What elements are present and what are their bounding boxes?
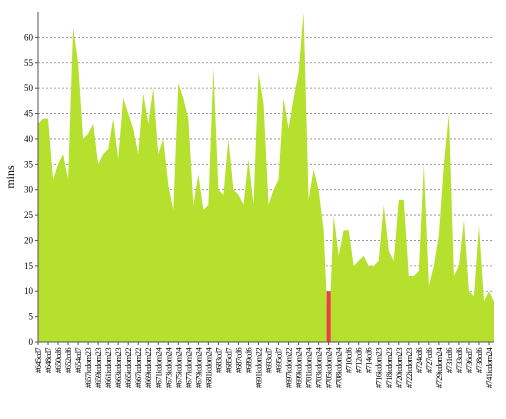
y-tick-label: 55 (24, 58, 34, 68)
x-tick-label: #693cd7 (264, 348, 274, 373)
area (326, 291, 331, 342)
x-tick-label: #738cd6 (474, 348, 484, 373)
x-tick-label: #681icdom24 (203, 347, 213, 388)
x-tick-label: #736cd7 (464, 348, 474, 373)
y-tick-label: 45 (24, 109, 34, 119)
x-tick-label: #708icdom24 (334, 347, 344, 388)
x-tick-label: #722icdom23 (404, 348, 414, 388)
x-tick-label: #669icdom22 (143, 348, 153, 388)
x-tick-label: #714cd6 (364, 348, 374, 373)
y-axis-label: mins (3, 165, 17, 189)
x-tick-label: #716icdom23 (374, 348, 384, 388)
x-tick-label: #691icdom22 (253, 348, 263, 388)
x-tick-label: #683cd7 (213, 348, 223, 373)
y-tick-label: 0 (29, 337, 34, 347)
x-tick-label: #710cd6 (344, 348, 354, 373)
y-tick-label: 30 (24, 185, 34, 195)
y-tick-label: 5 (29, 312, 34, 322)
y-tick-label: 50 (24, 83, 34, 93)
x-tick-label: #659icdom23 (93, 348, 103, 388)
y-tick-label: 25 (24, 210, 34, 220)
y-tick-label: 10 (24, 286, 34, 296)
y-tick-label: 60 (24, 32, 34, 42)
y-tick-label: 35 (24, 159, 34, 169)
x-tick-label: #720icdom23 (394, 348, 404, 388)
x-tick-label: #657icdom23 (83, 348, 93, 388)
x-tick-label: #677icdom24 (183, 347, 193, 388)
x-tick-label: #673icdom24 (163, 347, 173, 388)
x-tick-label: #718icdom23 (384, 348, 394, 388)
x-tick-label: #712cd6 (354, 348, 364, 373)
y-tick-label: 20 (24, 235, 34, 245)
y-tick-label: 40 (24, 134, 34, 144)
x-tick-label: #675icdom24 (173, 347, 183, 388)
x-tick-label: #650cd6 (53, 348, 63, 373)
y-tick-label: 15 (24, 261, 34, 271)
x-tick-label: #703icdom24 (314, 347, 324, 388)
x-tick-label: #645cd7 (33, 348, 43, 373)
x-tick-label: #654cd7 (73, 348, 83, 373)
x-tick-label: #705icdom24 (324, 347, 334, 388)
x-tick-label: #727cd6 (424, 348, 434, 373)
x-tick-label: #661icdom23 (103, 348, 113, 388)
x-tick-label: #685cd7 (223, 348, 233, 373)
x-tick-label: #665icdom22 (123, 348, 133, 388)
x-tick-label: #729icdom24 (434, 347, 444, 388)
x-tick-label: #687cd6 (233, 348, 243, 373)
x-tick-label: #671icdom24 (153, 347, 163, 388)
x-tick-label: #663icdom23 (113, 348, 123, 388)
x-tick-label: #701icdom24 (304, 347, 314, 388)
x-tick-label: #733cd6 (454, 348, 464, 373)
x-tick-label: #667icdom22 (133, 348, 143, 388)
x-tick-label: #652cd6 (63, 348, 73, 373)
x-tick-label: #697icdom22 (284, 348, 294, 388)
x-tick-label: #699icdom24 (294, 347, 304, 388)
x-tick-label: #741icdom24 (484, 347, 494, 388)
x-tick-label: #679icdom24 (193, 347, 203, 388)
x-tick-label: #724cd6 (414, 348, 424, 373)
area (38, 12, 494, 342)
x-tick-label: #731cd6 (444, 348, 454, 373)
x-tick-label: #689cd6 (243, 348, 253, 373)
x-tick-label: #695cd7 (274, 348, 284, 373)
x-tick-label: #648cd7 (43, 348, 53, 373)
